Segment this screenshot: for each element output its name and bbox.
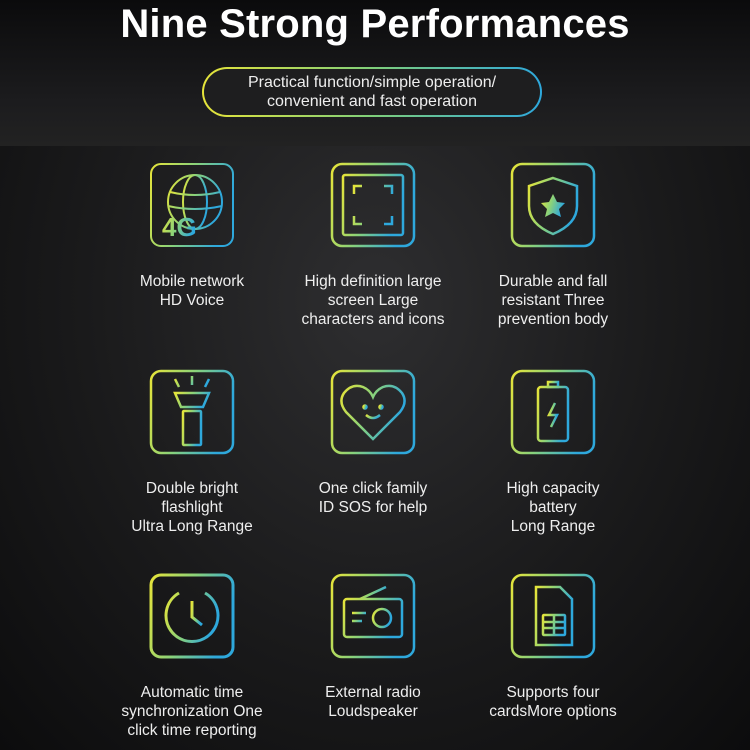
feature-label-line: Mobile network — [139, 273, 245, 290]
subtitle-line: Practical function/simple operation/ — [247, 74, 497, 91]
feature-time-sync: Automatic time synchronization One click… — [92, 573, 292, 740]
feature-label-line: External radio — [325, 684, 421, 701]
feature-label-line: High definition large — [304, 273, 442, 290]
feature-label-line: characters and icons — [301, 311, 445, 328]
globe-4g-icon: 4G — [149, 162, 235, 248]
feature-label-line: battery — [529, 499, 577, 516]
feature-label-line: prevention body — [497, 311, 609, 328]
svg-text:4G: 4G — [162, 212, 197, 242]
battery-icon — [510, 369, 596, 455]
feature-label-line: screen Large — [327, 292, 419, 309]
clock-icon — [149, 573, 235, 659]
feature-battery: High capacity battery Long Range — [453, 369, 653, 536]
feature-label-line: synchronization One — [121, 703, 263, 720]
feature-label-line: Durable and fall — [498, 273, 608, 290]
feature-sos: One click family ID SOS for help — [273, 369, 473, 517]
heart-smile-icon — [330, 369, 416, 455]
feature-label-line: HD Voice — [159, 292, 225, 309]
feature-label-line: ID SOS for help — [318, 499, 428, 516]
feature-durable: Durable and fall resistant Three prevent… — [453, 162, 653, 329]
feature-label-line: Long Range — [510, 518, 596, 535]
feature-flashlight: Double bright flashlight Ultra Long Rang… — [92, 369, 292, 536]
feature-label-line: Loudspeaker — [328, 703, 418, 720]
sim-card-icon — [510, 573, 596, 659]
feature-label-line: flashlight — [161, 499, 223, 516]
feature-mobile-network: 4G Mobile network HD Voice — [92, 162, 292, 310]
feature-label-line: High capacity — [506, 480, 600, 497]
feature-label-line: Automatic time — [140, 684, 244, 701]
feature-hd-screen: High definition large screen Large chara… — [273, 162, 473, 329]
feature-label-line: resistant Three — [501, 292, 605, 309]
shield-star-icon — [510, 162, 596, 248]
feature-radio: External radio Loudspeaker — [273, 573, 473, 721]
feature-label-line: One click family — [318, 480, 428, 497]
fullscreen-icon — [330, 162, 416, 248]
feature-label-line: Supports four — [506, 684, 600, 701]
subtitle-pill: Practical function/simple operation/ con… — [202, 67, 542, 117]
feature-label-line: Double bright — [145, 480, 239, 497]
feature-label-line: Ultra Long Range — [131, 518, 253, 535]
feature-label-line: cardsMore options — [489, 703, 617, 720]
feature-label-line: click time reporting — [127, 722, 257, 739]
subtitle-line: convenient and fast operation — [267, 93, 477, 110]
page-title: Nine Strong Performances — [120, 2, 630, 46]
radio-icon — [330, 573, 416, 659]
feature-sim-cards: Supports four cardsMore options — [453, 573, 653, 721]
flashlight-icon — [149, 369, 235, 455]
